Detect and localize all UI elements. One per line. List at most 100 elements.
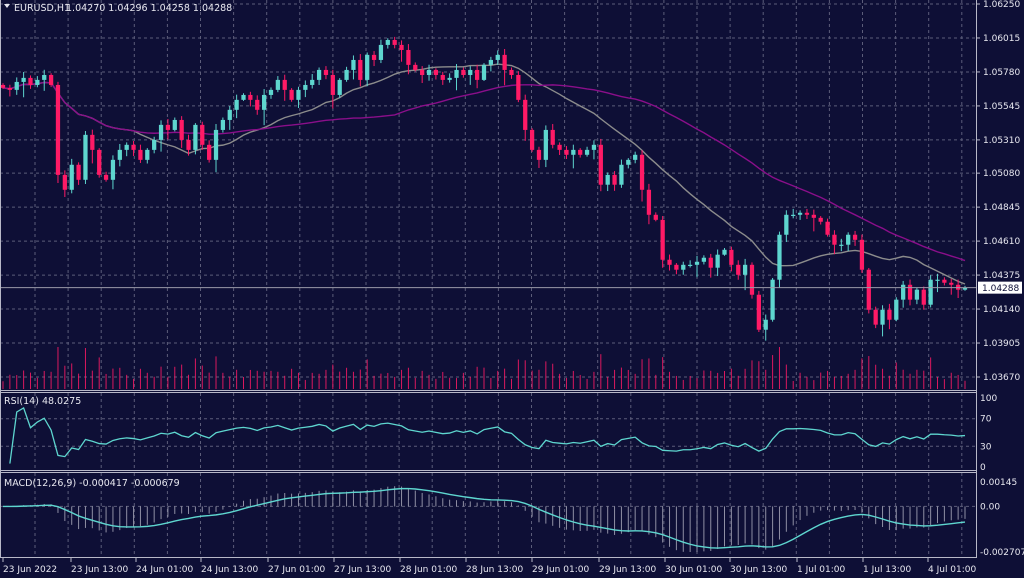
candle-body — [481, 64, 487, 80]
candle-body — [756, 294, 761, 330]
time-tick-label: 1 Jul 01:00 — [797, 565, 846, 575]
price-tick-label: 1.05080 — [983, 169, 1020, 179]
price-tick-label: 1.04140 — [983, 305, 1020, 315]
candle-body — [392, 39, 397, 45]
macd-axis-label: 0.00145 — [980, 478, 1017, 488]
candle-body — [516, 74, 521, 100]
candle-body — [612, 174, 617, 185]
candle-body — [14, 81, 19, 90]
candle-body — [433, 69, 439, 75]
price-tick-label: 1.05310 — [983, 136, 1020, 146]
rsi-axis-label: 70 — [980, 415, 992, 425]
candle-body — [420, 69, 425, 75]
time-tick-label: 1 Jul 13:00 — [863, 565, 912, 575]
candle-body — [866, 269, 871, 310]
candle-body — [523, 99, 528, 130]
symbol-menu-triangle-icon[interactable] — [4, 4, 10, 8]
price-tick-label: 1.06250 — [983, 0, 1020, 10]
candle-body — [28, 77, 33, 85]
candle-body — [248, 94, 253, 100]
candle-body — [358, 59, 363, 80]
candle-body — [770, 279, 775, 320]
price-tick-label: 1.03670 — [983, 373, 1020, 383]
rsi-label: RSI(14) 48.0275 — [4, 396, 81, 407]
candle-body — [488, 59, 494, 65]
time-tick-label: 27 Jun 01:00 — [268, 565, 325, 575]
candle-body — [667, 259, 672, 265]
candle-body — [213, 129, 219, 160]
macd-panel[interactable] — [0, 486, 976, 552]
candle-body — [172, 119, 177, 130]
macd-axis-label: -0.002707 — [980, 548, 1024, 558]
candle-body — [907, 284, 913, 300]
candle-body — [447, 77, 452, 80]
candle-body — [468, 69, 473, 75]
candle-body — [942, 279, 947, 283]
candle-body — [103, 174, 109, 180]
candle-body — [83, 134, 88, 180]
price-tick-label: 1.04610 — [983, 237, 1020, 247]
rsi-line — [9, 406, 966, 464]
candle-body — [653, 214, 658, 220]
rsi-axis-label: 0 — [980, 463, 986, 473]
candle-body — [880, 309, 885, 325]
candle-body — [48, 74, 54, 85]
slow-moving-average-line — [2, 81, 966, 262]
price-tick-label: 1.05545 — [983, 102, 1020, 112]
candle-body — [255, 99, 260, 110]
candle-body — [921, 289, 926, 305]
candle-body — [962, 287, 968, 290]
candle-body — [797, 212, 803, 215]
candle-body — [474, 69, 480, 80]
candle-body — [763, 319, 768, 330]
candle-body — [378, 44, 384, 60]
candle-body — [323, 69, 329, 75]
candle-body — [69, 164, 74, 190]
candle-body — [268, 89, 274, 95]
candle-body — [303, 84, 308, 90]
candle-body — [406, 49, 411, 65]
rsi-panel[interactable] — [0, 406, 976, 464]
candle-body — [701, 257, 707, 262]
candle-body — [131, 144, 136, 150]
price-axis[interactable]: 1.06250 1.06015 1.05780 1.05545 1.05310 1.050… — [976, 0, 1024, 558]
candle-body — [529, 129, 535, 150]
candle-body — [605, 174, 610, 185]
candle-body — [564, 149, 569, 155]
candle-body — [509, 69, 514, 75]
macd-signal-line — [2, 487, 966, 549]
candle-body — [722, 249, 727, 255]
candle-body — [0, 84, 6, 88]
price-tick-label: 1.04375 — [983, 271, 1020, 281]
time-tick-label: 4 Jul 01:00 — [928, 565, 977, 575]
candle-body — [777, 234, 782, 280]
time-tick-label: 24 Jun 01:00 — [136, 565, 193, 575]
candle-body — [454, 69, 459, 78]
time-tick-label: 30 Jun 01:00 — [665, 565, 722, 575]
candle-body — [619, 164, 624, 185]
price-tick-label: 1.03905 — [983, 339, 1020, 349]
candlesticks[interactable] — [0, 36, 968, 341]
candle-body — [873, 309, 878, 325]
candle-body — [571, 149, 576, 155]
candle-body — [928, 279, 933, 305]
current-price-label: 1.04288 — [982, 284, 1019, 294]
candle-body — [207, 144, 212, 160]
candle-body — [901, 284, 906, 300]
time-axis[interactable]: 23 Jun 2022 23 Jun 13:00 24 Jun 01:00 24 Ju… — [2, 558, 977, 575]
time-tick-label: 29 Jun 13:00 — [599, 565, 656, 575]
candle-body — [62, 174, 67, 190]
candle-body — [736, 264, 741, 275]
candle-body — [715, 254, 720, 268]
candle-body — [227, 109, 232, 120]
candle-body — [152, 139, 157, 150]
candle-body — [495, 54, 500, 60]
candle-body — [557, 144, 562, 150]
candle-body — [626, 159, 631, 165]
rsi-axis-label: 30 — [980, 442, 992, 452]
price-tick-label: 1.05780 — [983, 68, 1020, 78]
candle-body — [371, 54, 377, 60]
candle-body — [310, 79, 315, 85]
